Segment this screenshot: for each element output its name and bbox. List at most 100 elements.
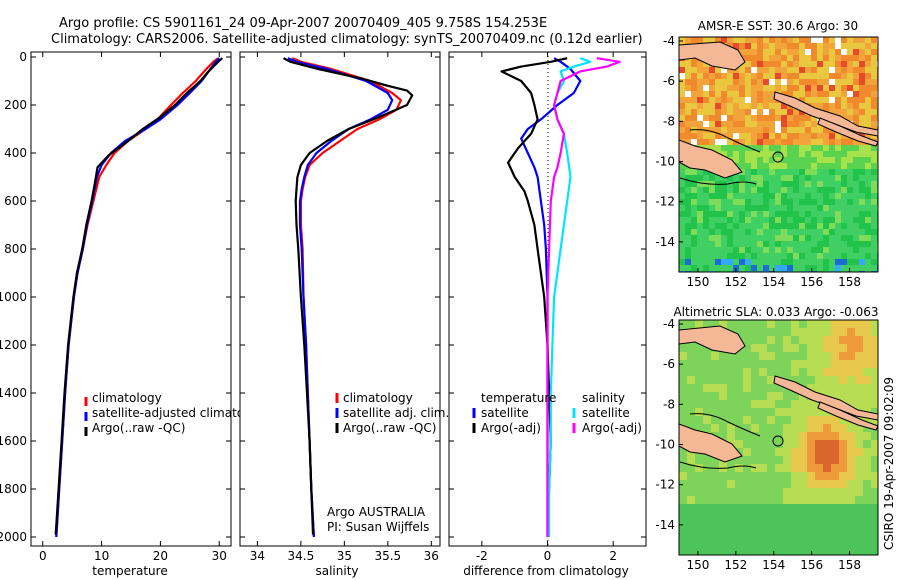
field-cell [787,247,794,254]
field-cell [871,151,878,158]
field-cell [751,193,758,200]
field-cell [829,67,836,74]
field-cell [715,229,722,236]
field-cell [775,247,782,254]
field-cell [691,121,698,128]
field-cell [751,211,758,218]
y-tick-label: 1200 [0,338,27,352]
field-cell [831,472,840,481]
field-cell [811,217,818,224]
field-cell [719,376,728,385]
field-cell [687,472,696,481]
field-cell [811,145,818,152]
field-cell [703,400,712,409]
field-cell [781,49,788,56]
field-cell [871,109,878,116]
field-cell [757,151,764,158]
field-cell [757,139,764,146]
field-cell [855,472,864,481]
field-cell [855,328,864,337]
field-cell [783,512,792,521]
field-cell [811,115,818,122]
field-cell [823,416,832,425]
field-cell [853,235,860,242]
field-cell [687,400,696,409]
field-cell [783,432,792,441]
field-cell [691,133,698,140]
y-tick-label: 1600 [0,434,27,448]
field-cell [721,85,728,92]
y-tick-label: -14 [655,235,675,249]
field-cell [807,440,816,449]
field-cell [839,512,848,521]
field-cell [793,235,800,242]
field-cell [811,199,818,206]
field-cell [709,247,716,254]
field-cell [815,360,824,369]
field-cell [685,109,692,116]
field-cell [783,456,792,465]
field-cell [799,211,806,218]
field-cell [817,247,824,254]
field-cell [859,265,866,272]
field-cell [757,157,764,164]
field-cell [739,109,746,116]
field-cell [751,43,758,50]
field-cell [763,55,770,62]
field-cell [727,520,736,529]
field-cell [783,448,792,457]
field-cell [855,528,864,537]
field-cell [735,496,744,505]
field-cell [743,376,752,385]
field-cell [865,67,872,74]
field-cell [745,115,752,122]
sla-map-ticks: 150 152 154 156 158-4-6-8-10-12-14 [655,317,861,572]
field-cell [703,229,710,236]
field-cell [685,91,692,98]
field-cell [703,79,710,86]
field-cell [787,211,794,218]
field-cell [719,408,728,417]
field-cell [719,504,728,513]
field-cell [805,151,812,158]
temperature-panel: 0 10 20 30020040060080010001200140016001800… [0,50,270,578]
field-cell [871,504,878,513]
field-cell [745,235,752,242]
field-cell [823,193,830,200]
field-cell [763,169,770,176]
field-cell [745,55,752,62]
field-cell [727,384,736,393]
field-cell [835,109,842,116]
field-cell [735,376,744,385]
field-cell [847,336,856,345]
field-cell [805,139,812,146]
field-cell [775,217,782,224]
field-cell [805,79,812,86]
field-cell [727,235,734,242]
field-cell [697,73,704,80]
field-cell [733,97,740,104]
field-cell [709,109,716,116]
field-cell [835,145,842,152]
field-cell [745,109,752,116]
field-cell [695,552,704,555]
field-cell [739,157,746,164]
field-cell [719,480,728,489]
field-cell [721,229,728,236]
field-cell [697,199,704,206]
field-cell [841,223,848,230]
field-cell [711,392,720,401]
field-cell [735,432,744,441]
field-cell [781,61,788,68]
field-cell [853,265,860,272]
field-cell [751,536,760,545]
field-cell [739,247,746,254]
field-cell [817,241,824,248]
field-cell [793,55,800,62]
field-cell [871,169,878,176]
field-cell [775,121,782,128]
field-cell [793,229,800,236]
field-cell [799,175,806,182]
field-cell [847,67,854,74]
salinity-ticks: 34 34.5 35 35.5 36 [240,52,440,563]
